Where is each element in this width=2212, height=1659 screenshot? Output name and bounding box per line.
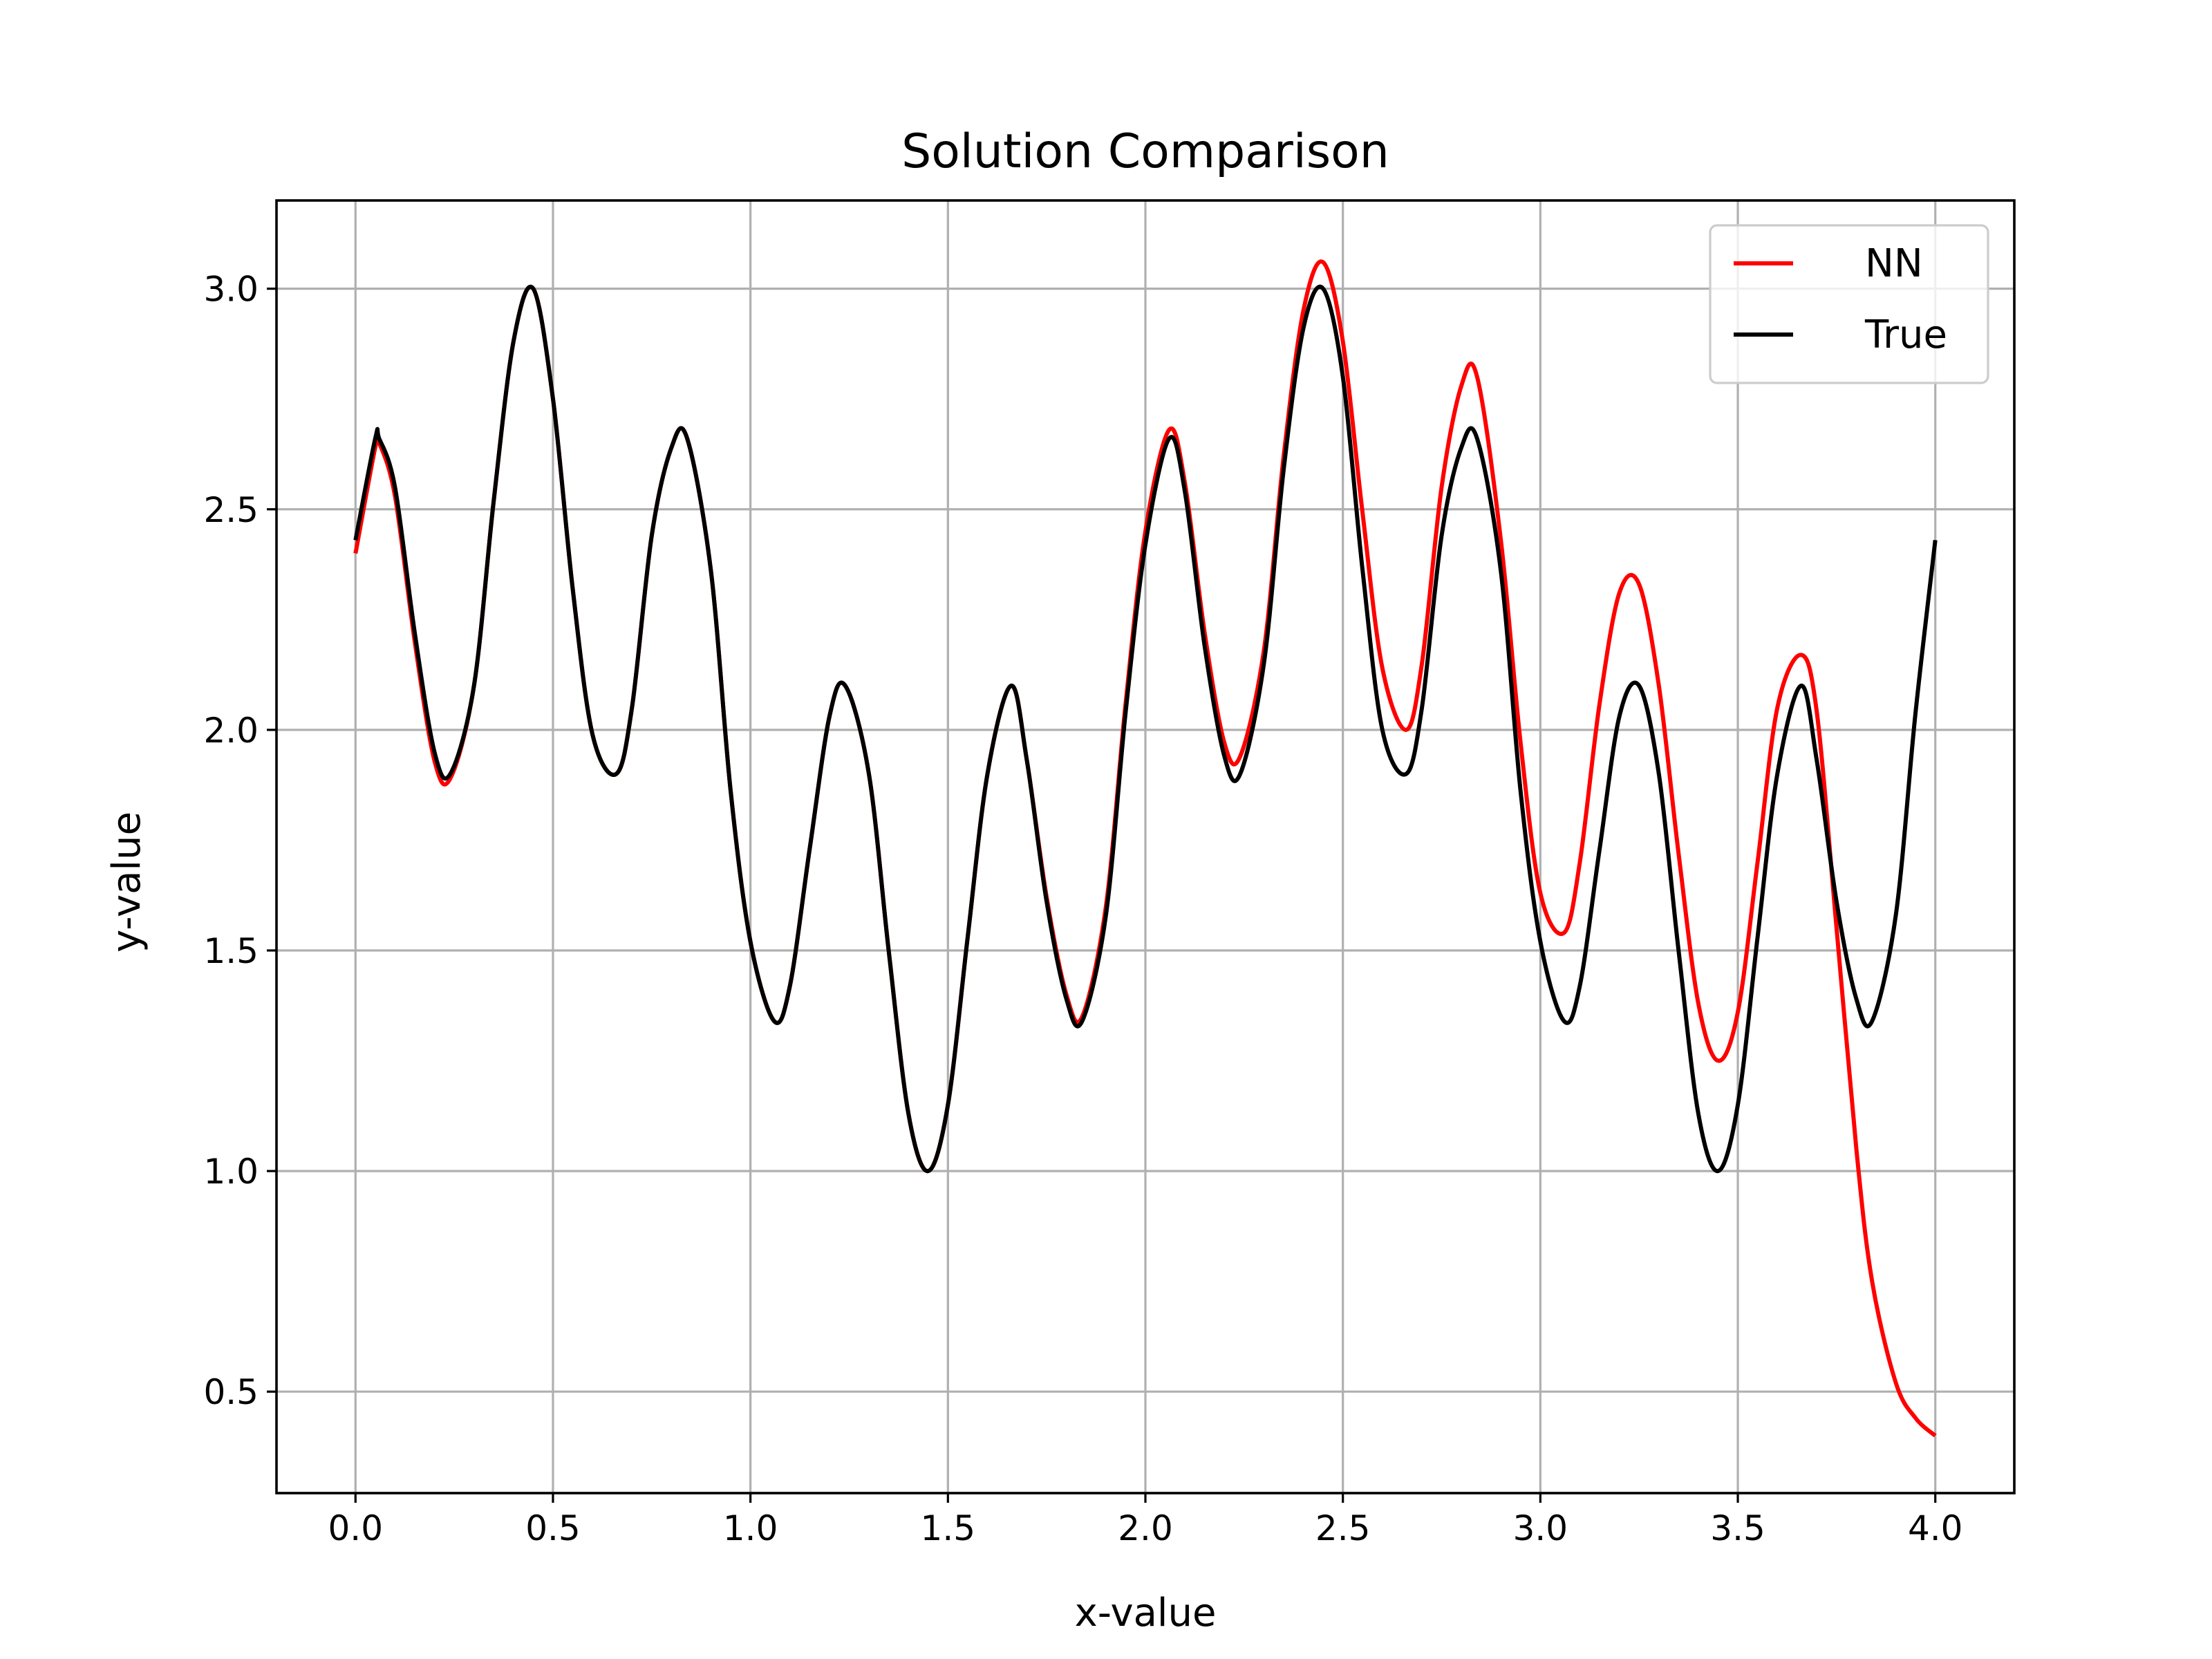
legend-label-nn: NN xyxy=(1865,241,1923,286)
y-tick-label: 1.0 xyxy=(203,1152,259,1192)
y-tick-label: 3.0 xyxy=(203,270,259,310)
grid xyxy=(276,200,2014,1493)
legend-label-true: True xyxy=(1864,312,1947,357)
y-axis-title: y-value xyxy=(104,812,149,953)
y-tick-label: 1.5 xyxy=(203,931,259,971)
y-tick-label: 2.0 xyxy=(203,711,259,751)
x-tick-label: 0.0 xyxy=(328,1508,384,1548)
x-tick-label: 1.0 xyxy=(723,1508,778,1548)
y-tick-label: 2.5 xyxy=(203,490,259,530)
x-tick-label: 3.5 xyxy=(1710,1508,1765,1548)
ticks: 0.0 0.5 1.0 1.5 2.0 2.5 3.0 3.5 4.0 0.5 1.0 1.5 2.0 2… xyxy=(203,270,1962,1548)
x-axis-title: x-value xyxy=(1075,1591,1217,1635)
x-tick-label: 0.5 xyxy=(525,1508,581,1548)
x-tick-label: 2.5 xyxy=(1315,1508,1371,1548)
x-tick-label: 2.0 xyxy=(1118,1508,1173,1548)
series-layer xyxy=(353,259,1938,1438)
legend: NN True xyxy=(1709,224,1989,384)
legend-box xyxy=(1709,224,1989,384)
y-tick-label: 0.5 xyxy=(203,1372,259,1412)
x-tick-label: 3.0 xyxy=(1513,1508,1568,1548)
chart-title: Solution Comparison xyxy=(901,124,1389,179)
x-tick-label: 4.0 xyxy=(1908,1508,1963,1548)
x-tick-label: 1.5 xyxy=(921,1508,976,1548)
series-line-true xyxy=(353,284,1938,1174)
